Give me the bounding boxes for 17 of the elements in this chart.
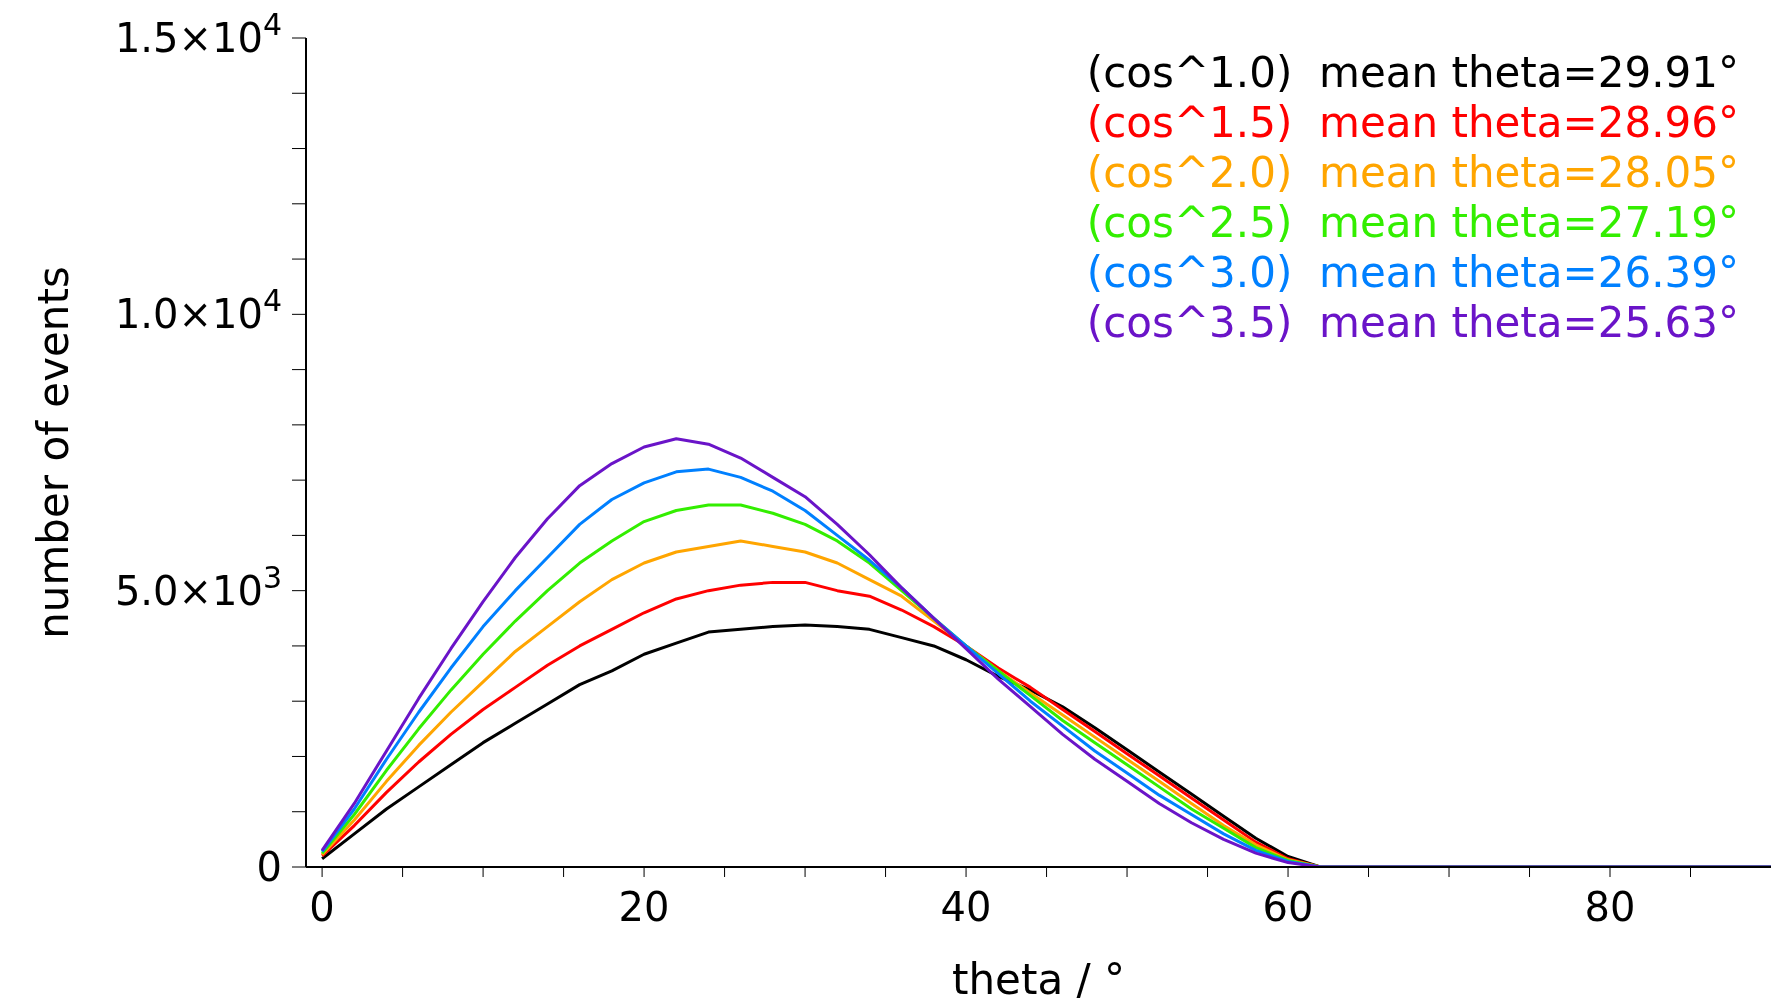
y-tick-label: 1.5×10$^{4}$	[114, 6, 282, 61]
x-tick-label: 80	[1584, 884, 1636, 930]
x-tick-label: 40	[940, 884, 992, 930]
y-tick-label: 0	[256, 844, 282, 890]
y-tick-label: 1.0×10$^{4}$	[114, 282, 282, 338]
text: (cos^3.5) mean theta=25.63°	[1086, 298, 1739, 348]
text: (cos^3.0) mean theta=26.39°	[1086, 248, 1739, 298]
x-tick-label: 20	[618, 884, 670, 930]
y-axis-title: number of events	[28, 266, 78, 639]
x-tick-label: 0	[309, 884, 335, 930]
text: (cos^1.5) mean theta=28.96°	[1086, 98, 1739, 148]
x-axis-title: theta / °	[952, 955, 1125, 1004]
y-tick-label: 5.0×10$^{3}$	[114, 559, 282, 614]
text: (cos^2.0) mean theta=28.05°	[1086, 148, 1739, 198]
text: (cos^2.5) mean theta=27.19°	[1086, 198, 1739, 248]
text: (cos^1.0) mean theta=29.91°	[1086, 48, 1739, 98]
x-tick-label: 60	[1262, 884, 1314, 930]
